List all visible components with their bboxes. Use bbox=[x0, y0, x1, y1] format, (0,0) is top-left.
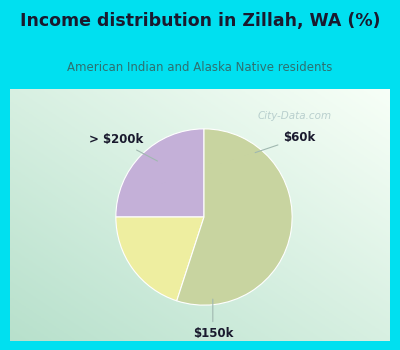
Wedge shape bbox=[116, 129, 204, 217]
Text: American Indian and Alaska Native residents: American Indian and Alaska Native reside… bbox=[67, 61, 333, 74]
Text: $150k: $150k bbox=[193, 299, 233, 340]
Text: $60k: $60k bbox=[255, 131, 316, 153]
Text: > $200k: > $200k bbox=[90, 133, 158, 161]
Wedge shape bbox=[116, 217, 204, 301]
Text: City-Data.com: City-Data.com bbox=[258, 111, 332, 121]
Wedge shape bbox=[177, 129, 292, 305]
Text: Income distribution in Zillah, WA (%): Income distribution in Zillah, WA (%) bbox=[20, 12, 380, 30]
